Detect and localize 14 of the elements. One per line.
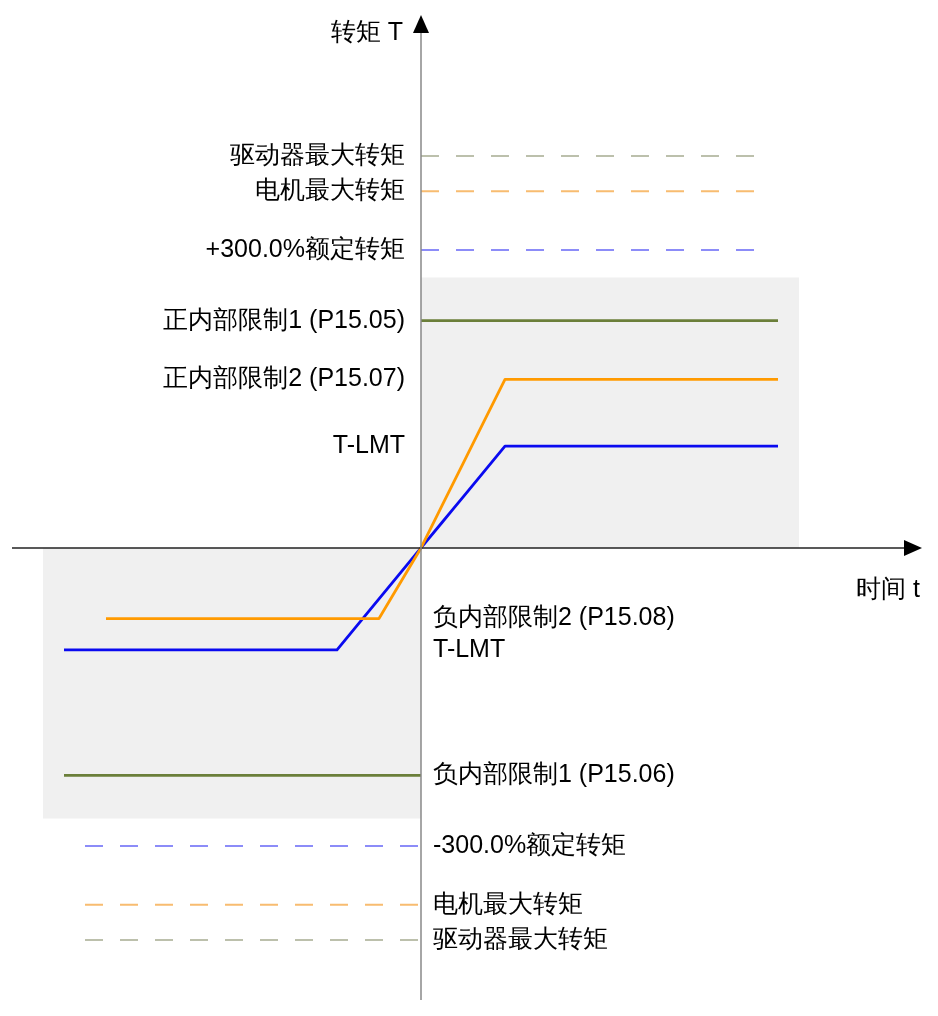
y-axis-title: 转矩 T — [330, 16, 403, 45]
annotation: 正内部限制2 (P15.07) — [163, 363, 405, 392]
series-label: +300.0%额定转矩 — [205, 233, 405, 262]
annotation: T-LMT — [332, 429, 405, 458]
series-label: -300.0%额定转矩 — [433, 829, 627, 858]
series-label: 驱动器最大转矩 — [230, 139, 405, 168]
series-label: 负内部限制1 (P15.06) — [433, 759, 675, 788]
annotation: T-LMT — [433, 633, 506, 662]
series-label: 驱动器最大转矩 — [433, 923, 608, 952]
annotation: 负内部限制2 (P15.08) — [433, 602, 675, 631]
x-axis-title: 时间 t — [856, 573, 921, 602]
series-label: 正内部限制1 (P15.05) — [163, 304, 405, 333]
series-label: 电机最大转矩 — [433, 888, 583, 917]
series-label: 电机最大转矩 — [255, 175, 405, 204]
